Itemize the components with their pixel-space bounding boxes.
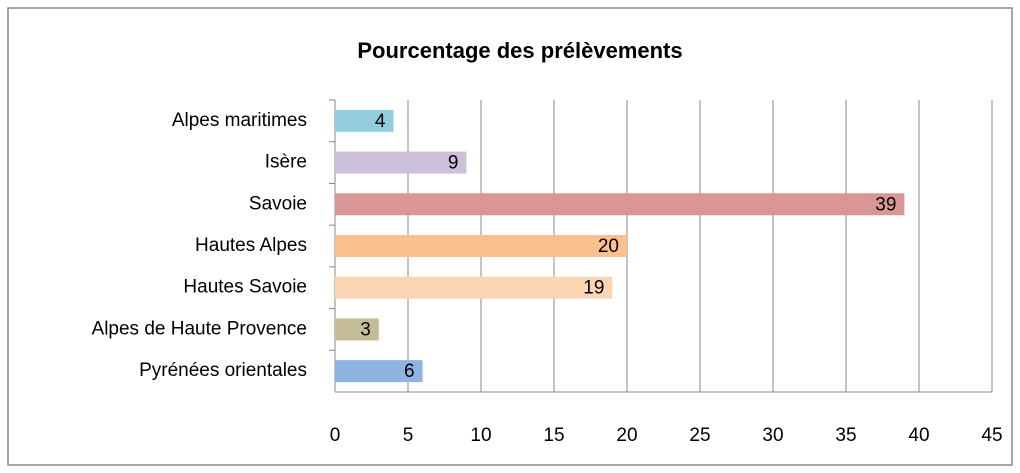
x-tick-label: 0 [330, 425, 341, 446]
y-tick-label: Alpes maritimes [172, 110, 307, 131]
bar [335, 193, 905, 216]
bar [335, 276, 613, 299]
y-tick-label: Savoie [249, 193, 307, 214]
x-tick-label: 20 [616, 425, 637, 446]
x-tick-label: 35 [835, 425, 856, 446]
data-label: 4 [375, 111, 386, 132]
bar [335, 109, 394, 132]
x-tick-label: 45 [981, 425, 1002, 446]
x-tick-label: 10 [470, 425, 491, 446]
data-label: 9 [448, 153, 459, 174]
data-label: 39 [875, 194, 896, 215]
y-tick-label: Isère [265, 152, 307, 173]
bar [335, 360, 423, 383]
y-tick-label: Hautes Savoie [183, 277, 307, 298]
data-label: 19 [583, 278, 604, 299]
data-label: 3 [360, 319, 371, 340]
chart-title: Pourcentage des prélèvements [357, 38, 682, 63]
bar [335, 318, 379, 341]
x-tick-label: 30 [762, 425, 783, 446]
x-tick-label: 25 [689, 425, 710, 446]
bar [335, 235, 627, 257]
y-tick-label: Hautes Alpes [195, 235, 307, 256]
y-tick-label: Pyrénées orientales [139, 360, 307, 381]
x-tick-label: 15 [543, 425, 564, 446]
data-label: 6 [404, 361, 415, 382]
data-label: 20 [598, 236, 619, 257]
x-tick-label: 40 [908, 425, 929, 446]
bar [335, 151, 467, 174]
x-tick-label: 5 [403, 425, 414, 446]
y-tick-label: Alpes de Haute Provence [92, 318, 307, 339]
